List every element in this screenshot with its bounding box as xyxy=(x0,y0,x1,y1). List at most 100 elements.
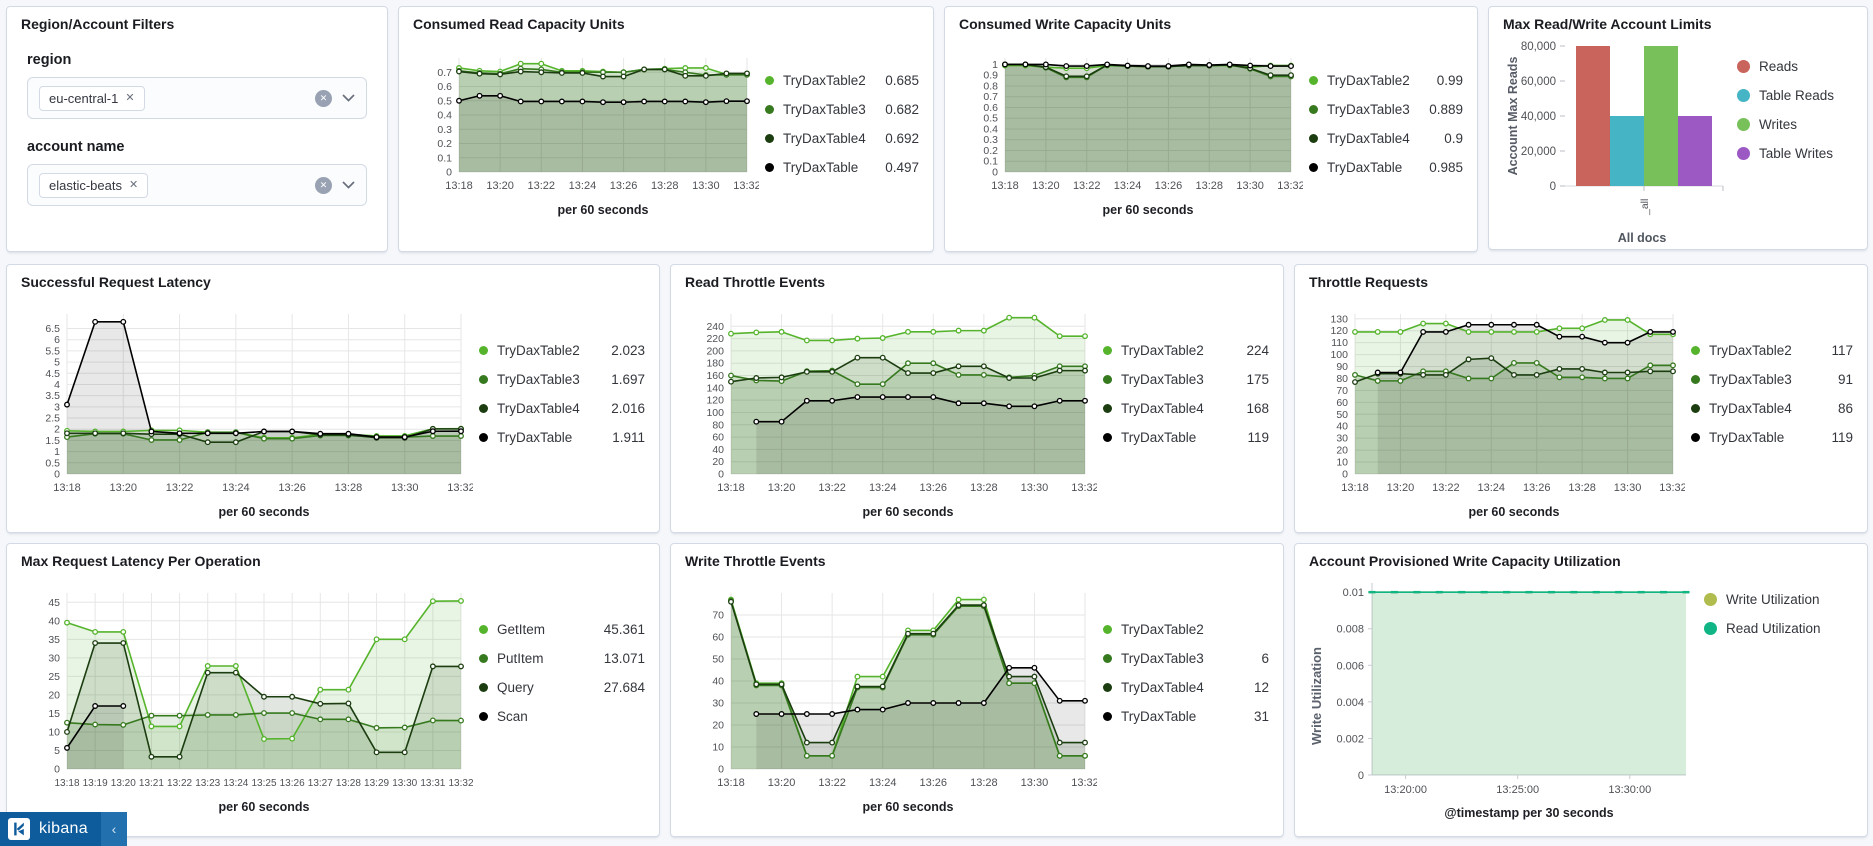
svg-text:0.7: 0.7 xyxy=(983,91,998,103)
svg-text:60: 60 xyxy=(712,632,724,644)
svg-text:13:28: 13:28 xyxy=(970,482,998,494)
consumed-read-capacity-chart[interactable]: 0 0.1 0.2 0.3 0.4 0.5 0.6 0.7 13:18 13:20 13:22 13:… xyxy=(413,46,761,201)
legend-item[interactable]: TryDaxTable3 1.697 xyxy=(479,365,645,394)
close-icon[interactable]: ✕ xyxy=(128,178,139,191)
legend-item[interactable]: TryDaxTable3 6 xyxy=(1103,644,1269,673)
account-name-tag[interactable]: elastic-beats ✕ xyxy=(39,172,149,198)
legend-item[interactable]: Writes xyxy=(1737,110,1853,139)
legend-item[interactable]: TryDaxTable3 91 xyxy=(1691,365,1853,394)
svg-text:13:20: 13:20 xyxy=(486,180,514,192)
svg-text:4: 4 xyxy=(54,379,60,391)
legend-series-value: 0.889 xyxy=(1429,102,1463,117)
write-throttle-events-chart[interactable]: 0 10 20 30 40 50 60 70 13:18 13:20 13:22 13:24 13:26… xyxy=(685,581,1099,798)
legend-dot-icon xyxy=(1309,105,1318,114)
legend-series-name: Table Reads xyxy=(1759,88,1835,103)
legend-item[interactable]: TryDaxTable3 0.889 xyxy=(1309,95,1463,124)
legend-item[interactable]: TryDaxTable4 0.9 xyxy=(1309,124,1463,153)
x-axis-caption: per 60 seconds xyxy=(1468,505,1560,519)
legend-item[interactable]: TryDaxTable3 0.682 xyxy=(765,95,919,124)
account-name-combo-box[interactable]: elastic-beats ✕ ✕ xyxy=(27,164,367,206)
kibana-brand[interactable]: kibana xyxy=(0,812,101,846)
svg-text:40: 40 xyxy=(1336,421,1348,433)
svg-text:0.01: 0.01 xyxy=(1343,587,1364,599)
legend-item[interactable]: TryDaxTable2 0.99 xyxy=(1309,66,1463,95)
legend-item[interactable]: GetItem 45.361 xyxy=(479,615,645,644)
panel-title: Account Provisioned Write Capacity Utili… xyxy=(1309,553,1621,569)
legend-item[interactable]: TryDaxTable4 2.016 xyxy=(479,394,645,423)
legend-dot-icon xyxy=(1691,404,1700,413)
svg-text:13:22: 13:22 xyxy=(167,778,192,789)
panel-region-account-filters: Region/Account Filters region eu-central… xyxy=(6,6,388,252)
close-icon[interactable]: ✕ xyxy=(125,91,135,104)
legend-item[interactable]: TryDaxTable3 175 xyxy=(1103,365,1269,394)
legend-series-name: TryDaxTable4 xyxy=(1709,401,1792,416)
legend-item[interactable]: TryDaxTable 119 xyxy=(1103,423,1269,452)
svg-text:13:24: 13:24 xyxy=(869,482,897,494)
write-capacity-utilization-chart[interactable]: 0 0.002 0.004 0.006 0.008 0.01 13:20:00 13:25:0… xyxy=(1326,571,1698,804)
max-limits-bar-chart[interactable]: 0 20,000 40,000 60,000 80,000 _all Account Max… xyxy=(1503,36,1731,229)
chevron-down-icon[interactable] xyxy=(342,181,355,189)
legend-dot-icon xyxy=(1691,375,1700,384)
chart-legend: Reads Table Reads Writes Table Writes xyxy=(1731,36,1853,168)
legend-dot-icon xyxy=(1704,622,1717,635)
legend-item[interactable]: Write Utilization xyxy=(1704,585,1853,614)
legend-item[interactable]: TryDaxTable 1.911 xyxy=(479,423,645,452)
legend-series-value: 0.497 xyxy=(885,160,919,175)
legend-series-name: Table Writes xyxy=(1759,146,1834,161)
legend-item[interactable]: Query 27.684 xyxy=(479,673,645,702)
legend-item[interactable]: TryDaxTable2 224 xyxy=(1103,336,1269,365)
legend-item[interactable]: Scan xyxy=(479,702,645,731)
legend-item[interactable]: TryDaxTable4 168 xyxy=(1103,394,1269,423)
svg-text:0: 0 xyxy=(1550,181,1556,193)
chevron-down-icon[interactable] xyxy=(342,94,355,102)
legend-item[interactable]: TryDaxTable 119 xyxy=(1691,423,1853,452)
legend-item[interactable]: Reads xyxy=(1737,52,1853,81)
svg-text:13:30:00: 13:30:00 xyxy=(1608,784,1651,796)
legend-item[interactable]: TryDaxTable2 2.023 xyxy=(479,336,645,365)
svg-text:40: 40 xyxy=(712,444,724,456)
legend-dot-icon xyxy=(765,76,774,85)
legend-item[interactable]: TryDaxTable 31 xyxy=(1103,702,1269,731)
svg-text:5: 5 xyxy=(54,357,60,369)
legend-item[interactable]: TryDaxTable4 12 xyxy=(1103,673,1269,702)
read-throttle-events-chart[interactable]: 0 20 40 60 80 100 120 140 160 180 200 220 240 13:18 13… xyxy=(685,302,1099,503)
legend-item[interactable]: TryDaxTable2 0.685 xyxy=(765,66,919,95)
legend-series-name: TryDaxTable3 xyxy=(1709,372,1792,387)
region-tag[interactable]: eu-central-1 ✕ xyxy=(39,85,145,111)
panel-title: Read Throttle Events xyxy=(685,274,826,290)
legend-item[interactable]: TryDaxTable 0.497 xyxy=(765,153,919,182)
legend-item[interactable]: Read Utilization xyxy=(1704,614,1853,643)
legend-item[interactable]: TryDaxTable4 86 xyxy=(1691,394,1853,423)
svg-text:130: 130 xyxy=(1330,313,1348,325)
legend-item[interactable]: Table Reads xyxy=(1737,81,1853,110)
svg-text:3: 3 xyxy=(54,401,60,413)
svg-text:13:26: 13:26 xyxy=(1523,482,1551,494)
legend-item[interactable]: TryDaxTable 0.985 xyxy=(1309,153,1463,182)
successful-request-latency-chart[interactable]: 0 0.5 1 1.5 2 2.5 3 3.5 4 4.5 5 5.5 6 6.5 13:18 13:20 13… xyxy=(21,302,475,503)
legend-dot-icon xyxy=(479,346,488,355)
legend-item[interactable]: TryDaxTable4 0.692 xyxy=(765,124,919,153)
svg-text:100: 100 xyxy=(1330,349,1348,361)
throttle-requests-chart[interactable]: 0 10 20 30 40 50 60 70 80 90 100 110 120 130 13:18 13:2… xyxy=(1309,302,1686,503)
svg-text:13:20: 13:20 xyxy=(110,482,138,494)
max-request-latency-chart[interactable]: 0 5 10 15 20 25 30 35 40 45 13:18 13:19 13:20 13:21 13… xyxy=(21,581,474,798)
legend-dot-icon xyxy=(479,433,488,442)
legend-item[interactable]: TryDaxTable2 117 xyxy=(1691,336,1853,365)
chevron-left-icon[interactable]: ‹ xyxy=(100,812,127,846)
svg-text:80,000: 80,000 xyxy=(1521,41,1556,53)
consumed-write-capacity-chart[interactable]: 0 0.1 0.2 0.3 0.4 0.5 0.6 0.7 0.8 0.9 1 13:18 13:20 1… xyxy=(959,46,1305,201)
legend-item[interactable]: Table Writes xyxy=(1737,139,1853,168)
svg-text:120: 120 xyxy=(706,395,724,407)
legend-item[interactable]: TryDaxTable2 xyxy=(1103,615,1269,644)
panel-title: Successful Request Latency xyxy=(21,274,211,290)
svg-text:13:32: 13:32 xyxy=(1071,482,1097,494)
legend-item[interactable]: PutItem 13.071 xyxy=(479,644,645,673)
clear-icon[interactable]: ✕ xyxy=(315,176,332,194)
region-combo-box[interactable]: eu-central-1 ✕ ✕ xyxy=(27,77,367,119)
legend-series-value: 1.911 xyxy=(612,430,645,445)
svg-text:20: 20 xyxy=(712,720,724,732)
clear-icon[interactable]: ✕ xyxy=(315,89,332,107)
legend-dot-icon xyxy=(1704,593,1717,606)
legend-dot-icon xyxy=(1691,346,1700,355)
